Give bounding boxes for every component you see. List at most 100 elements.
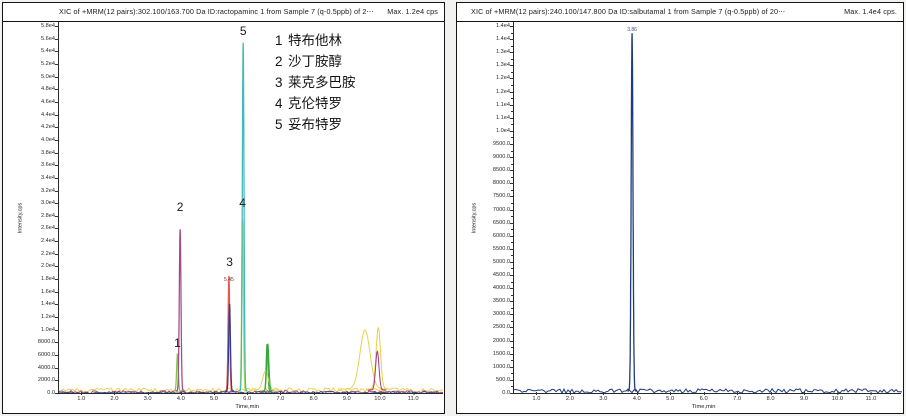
x-tick-label: 1.0	[532, 392, 541, 402]
x-tick-label: 3.0	[599, 392, 608, 402]
panel-left-trace-area[interactable]	[59, 26, 444, 393]
y-tick-label: 2.6e4	[16, 225, 58, 231]
panel-right-max-label: Max. 1.4e4 cps.	[844, 7, 897, 16]
x-tick-label: 10.0	[374, 392, 386, 402]
y-tick-label: 1.6e4	[16, 289, 58, 295]
legend-item: 1 特布他林	[275, 30, 356, 51]
y-tick-label: 1.2e4	[469, 75, 513, 81]
peak-3	[225, 303, 235, 392]
peak-5	[238, 42, 248, 392]
left-chromatogram-traces	[59, 42, 444, 393]
legend-item-index: 4	[275, 96, 283, 111]
y-tick-label: 1500.0	[469, 351, 513, 357]
panel-left-x-axis-line	[58, 393, 443, 394]
panel-right-x-axis-line	[513, 393, 901, 394]
y-tick-label: 6000.0	[16, 352, 58, 358]
legend-item-index: 3	[275, 75, 283, 90]
panel-right-y-ticks: 1.4e4 1.4e4 1.3e4 1.3e4 1.2e4 1.2e4 1.1e4 1.1e4…	[469, 22, 513, 396]
panel-right-trace-area[interactable]	[514, 26, 902, 393]
y-tick-label: 1.4e4	[469, 36, 513, 42]
x-tick-label: 5.0	[209, 392, 219, 402]
y-tick-label: 2500.0	[469, 324, 513, 330]
y-tick-label: 2.0e4	[16, 263, 58, 269]
y-tick-label: 3.8e4	[16, 150, 58, 156]
y-tick-label: 9000.0	[469, 154, 513, 160]
panel-left-titlebar: XIC of +MRM(12 pairs):302.100/163.700 Da…	[3, 3, 444, 22]
peak-number-label: 4	[239, 196, 246, 211]
peak-mid-yellow	[250, 370, 281, 391]
chromatogram-panel-left[interactable]: XIC of +MRM(12 pairs):302.100/163.700 Da…	[2, 2, 445, 414]
peak-mid-green	[261, 343, 274, 392]
x-tick-label: 9.0	[342, 392, 351, 402]
y-tick-label: 2.2e4	[16, 251, 58, 257]
peak-1	[175, 229, 185, 392]
peak-late-yellow-b	[366, 326, 391, 390]
legend-item-index: 5	[275, 117, 283, 132]
y-tick-label: 6000.0	[469, 233, 513, 239]
y-tick-label: 4000.0	[469, 285, 513, 291]
x-tick-label: 7.0	[276, 392, 285, 402]
y-tick-label: 3.6e4	[16, 162, 58, 168]
y-tick-label: 1000.0	[469, 364, 513, 370]
y-tick-label: 1.2e4	[16, 314, 58, 320]
panel-right-x-axis-title: Time,min	[691, 404, 716, 410]
y-tick-label: 5500.0	[469, 246, 513, 252]
y-tick-label: 4.0e4	[16, 137, 58, 143]
x-tick-label: 3.0	[143, 392, 152, 402]
y-tick-label: 8500.0	[469, 167, 513, 173]
y-tick-label: 6500.0	[469, 220, 513, 226]
y-tick-label: 3.2e4	[16, 188, 58, 194]
x-tick-label: 9.0	[799, 392, 809, 402]
legend-item: 2 沙丁胺醇	[275, 51, 356, 72]
right-chromatogram-trace	[514, 33, 902, 393]
x-tick-label: 5.0	[666, 392, 675, 402]
x-tick-label: 7.0	[733, 392, 742, 402]
x-tick-label: 2.0	[110, 392, 119, 402]
y-tick-label: 4.6e4	[16, 99, 58, 105]
x-tick-label: 1.0	[77, 392, 86, 402]
retention-time-label: 5.45	[224, 276, 234, 283]
y-tick-label: 0.0	[16, 390, 58, 396]
retention-time-label: 3.86	[627, 27, 637, 34]
y-tick-label: 8000.0	[469, 180, 513, 186]
legend-item-index: 2	[275, 54, 283, 69]
panel-left-max-label: Max. 1.2e4 cps	[387, 7, 438, 16]
compound-legend: 1 特布他林 2 沙丁胺醇 3 莱克多巴胺 4 克伦特罗 5 妥布特罗	[275, 30, 356, 135]
legend-item-label: 特布他林	[288, 33, 342, 48]
y-tick-label: 7500.0	[469, 193, 513, 199]
trace-baseline-navy	[514, 387, 902, 393]
y-tick-label: 2000.0	[469, 338, 513, 344]
y-tick-label: 2.4e4	[16, 238, 58, 244]
chromatogram-panel-right[interactable]: XIC of +MRM(12 pairs):240.100/147.800 Da…	[456, 2, 904, 414]
legend-item-index: 1	[275, 33, 283, 48]
x-tick-label: 11.0	[865, 392, 877, 402]
peak-late-yellow-a	[338, 329, 392, 390]
y-tick-label: 4.8e4	[16, 86, 58, 92]
panel-left-plot[interactable]: Intensity,cps 5.8e4 5.6e4 5.4e4 5.2e4 5.0e4 4…	[3, 22, 444, 413]
y-tick-label: 1.4e4	[16, 301, 58, 307]
y-tick-label: 8000.0	[16, 339, 58, 345]
y-tick-label: 1.2e4	[469, 89, 513, 95]
y-tick-label: 5.4e4	[16, 48, 58, 54]
y-tick-label: 3000.0	[469, 311, 513, 317]
peak-number-label: 5	[239, 23, 247, 38]
y-tick-label: 3500.0	[469, 298, 513, 304]
x-tick-label: 2.0	[565, 392, 574, 402]
peak-late-magenta	[368, 350, 387, 391]
y-tick-label: 500.0	[469, 377, 513, 383]
y-tick-label: 1.4e4	[469, 23, 513, 29]
legend-item: 3 莱克多巴胺	[275, 72, 356, 93]
x-tick-label: 8.0	[766, 392, 775, 402]
y-tick-label: 5.0e4	[16, 74, 58, 80]
y-tick-label: 5.6e4	[16, 36, 58, 42]
y-tick-label: 4.4e4	[16, 112, 58, 118]
y-tick-label: 5.8e4	[16, 23, 58, 29]
legend-item-label: 沙丁胺醇	[288, 54, 342, 69]
panel-right-plot[interactable]: Intensity,cps 1.4e4 1.4e4 1.3e4 1.3e4 1.2e4 1…	[457, 22, 903, 413]
legend-item: 5 妥布特罗	[275, 114, 356, 135]
y-tick-label: 4.2e4	[16, 124, 58, 130]
panel-left-title: XIC of +MRM(12 pairs):302.100/163.700 Da…	[59, 7, 374, 16]
panel-right-title: XIC of +MRM(12 pairs):240.100/147.800 Da…	[471, 7, 786, 16]
panel-right-titlebar: XIC of +MRM(12 pairs):240.100/147.800 Da…	[457, 3, 903, 22]
y-tick-label: 1.3e4	[469, 49, 513, 55]
